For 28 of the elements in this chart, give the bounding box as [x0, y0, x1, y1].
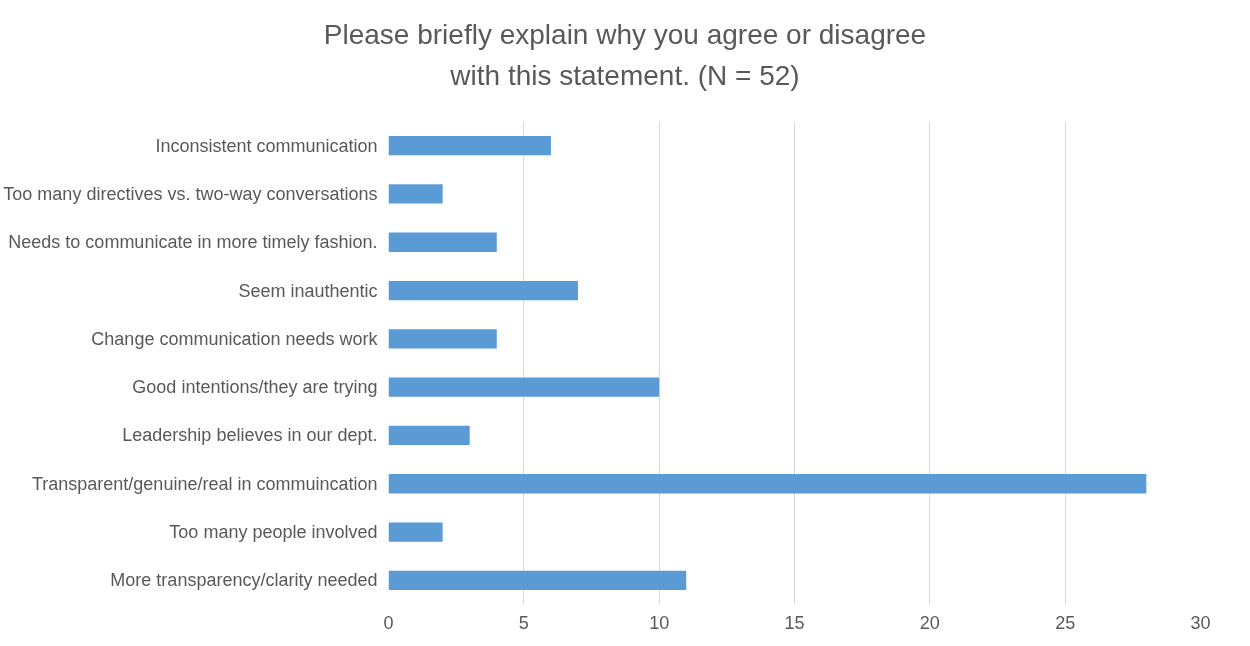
bar	[388, 184, 443, 204]
bar	[388, 329, 497, 349]
bar	[388, 425, 470, 446]
y-tick-label: Change communication needs work	[91, 329, 379, 350]
y-tick-label: Inconsistent communication	[155, 135, 378, 156]
bar	[388, 136, 551, 156]
x-tick-label: 30	[1190, 612, 1211, 633]
x-tick-label: 0	[383, 612, 394, 633]
bar	[388, 570, 687, 591]
y-tick-label: Transparent/genuine/real in commuincation	[31, 473, 378, 494]
y-tick-label: More transparency/clarity needed	[110, 570, 378, 591]
x-tick-label: 20	[919, 612, 940, 633]
y-tick-label: Too many directives vs. two-way conversations	[3, 184, 378, 205]
chart-title: Please briefly explain why you agree or disagree with this statement. (N = 52)	[322, 18, 928, 93]
y-tick-label: Seem inauthentic	[238, 280, 378, 301]
y-tick-label: Needs to communicate in more timely fashion.	[8, 232, 378, 253]
y-tick-label: Leadership believes in our dept.	[122, 425, 378, 446]
y-tick-label: Too many people involved	[169, 522, 378, 543]
bar	[388, 232, 497, 253]
y-tick-label: Good intentions/they are trying	[132, 377, 378, 398]
x-tick-label: 15	[784, 612, 805, 633]
x-tick-label: 25	[1055, 612, 1076, 633]
x-tick-label: 5	[518, 612, 529, 633]
bar	[388, 281, 578, 301]
bar	[388, 377, 660, 397]
bar	[388, 474, 1147, 494]
bar	[388, 522, 443, 542]
x-tick-label: 10	[649, 612, 670, 633]
